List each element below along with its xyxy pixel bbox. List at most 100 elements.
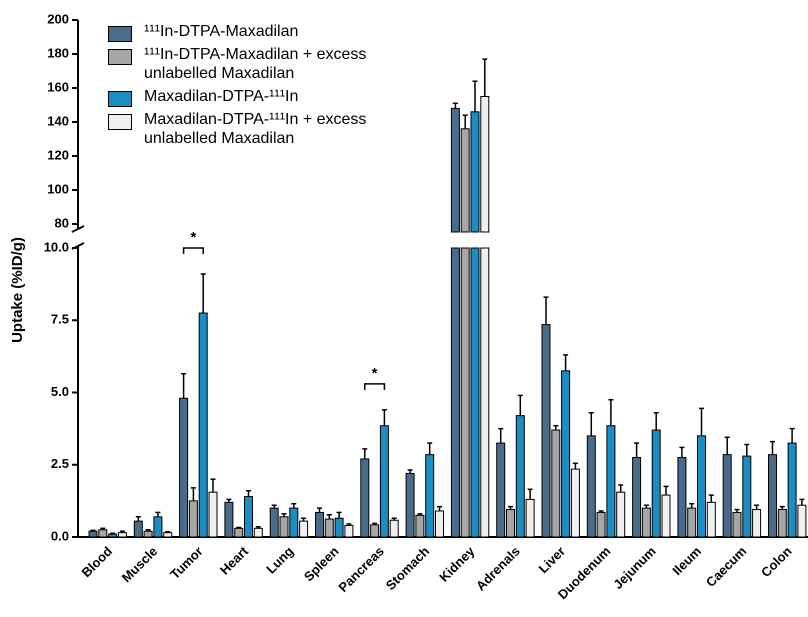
bar — [561, 370, 571, 538]
x-tick-label: Colon — [758, 543, 795, 580]
bar — [651, 429, 661, 538]
bar — [706, 501, 716, 538]
x-tick-label: Stomach — [383, 543, 432, 592]
x-tick-label: Kidney — [436, 543, 478, 585]
x-tick-label: Muscle — [119, 544, 161, 586]
bar — [405, 472, 415, 538]
y-tick-label: 7.5 — [51, 312, 69, 327]
bar — [570, 468, 580, 538]
y-tick-label: 100 — [47, 181, 69, 196]
y-axis-label: Uptake (%ID/g) — [9, 237, 26, 343]
x-tick-label: Heart — [217, 543, 252, 578]
bar — [435, 510, 444, 538]
significance-bracket — [182, 247, 204, 255]
y-tick-label: 140 — [47, 113, 69, 128]
axis-break — [71, 225, 85, 233]
annotation: * — [190, 229, 196, 246]
y-tick-label: 2.5 — [51, 456, 69, 471]
bar-upper — [480, 96, 490, 233]
y-tick-label: 180 — [47, 45, 69, 60]
bar — [153, 516, 163, 538]
bar-upper — [450, 107, 460, 233]
bar — [324, 518, 334, 538]
y-tick-label: 80 — [55, 215, 69, 230]
bar — [697, 435, 706, 538]
bar — [379, 425, 389, 538]
bar — [234, 527, 244, 538]
bar — [515, 415, 525, 538]
bar-upper — [470, 111, 480, 233]
bar — [108, 533, 118, 538]
bar — [88, 530, 98, 538]
bar — [253, 527, 263, 538]
bar — [616, 491, 626, 538]
bar — [480, 247, 490, 538]
legend-swatch — [108, 114, 132, 130]
y-tick-label: 160 — [47, 79, 69, 94]
bar — [506, 509, 515, 538]
legend-label: ¹¹¹In-DTPA-Maxadilan — [144, 23, 299, 40]
bar — [344, 524, 354, 538]
legend-entry: Maxadilan-DTPA-¹¹¹In + excess unlabelled… — [108, 110, 408, 148]
legend-label: Maxadilan-DTPA-¹¹¹In + excess unlabelled… — [144, 111, 367, 147]
x-tick-label: Caecum — [703, 544, 749, 590]
bar — [179, 397, 189, 538]
bar — [752, 509, 762, 538]
bar — [541, 324, 551, 538]
legend-entry: ¹¹¹In-DTPA-Maxadilan + excess unlabelled… — [108, 45, 408, 83]
y-tick-label: 5.0 — [51, 384, 69, 399]
x-tick-label: Liver — [536, 544, 569, 577]
bar — [525, 498, 535, 538]
bar — [677, 457, 687, 538]
bar — [198, 312, 208, 538]
bar — [299, 520, 309, 538]
bar — [722, 454, 732, 538]
bar — [470, 247, 480, 538]
x-tick-label: Blood — [78, 543, 115, 580]
bar — [389, 519, 399, 538]
bar — [133, 520, 143, 538]
bar — [117, 532, 127, 538]
bar — [279, 516, 289, 538]
y-tick-label: 10.0 — [44, 239, 69, 254]
x-tick-label: Lung — [263, 543, 296, 576]
bar — [415, 514, 425, 538]
bar — [596, 511, 606, 538]
legend-swatch — [108, 91, 132, 107]
bar — [496, 442, 506, 538]
x-tick-label: Spleen — [301, 543, 342, 584]
x-tick-label: Ileum — [669, 544, 704, 579]
y-tick-label: 120 — [47, 147, 69, 162]
bar — [315, 511, 324, 538]
bar — [641, 507, 651, 538]
bar — [334, 517, 344, 538]
annotation: * — [372, 365, 378, 382]
y-tick-label: 200 — [47, 11, 69, 26]
bar — [460, 247, 470, 538]
x-tick-label: Tumor — [167, 544, 206, 583]
bar — [450, 247, 460, 538]
bar — [586, 435, 596, 538]
legend-swatch — [108, 49, 132, 65]
bar — [742, 455, 752, 538]
bar — [244, 496, 253, 538]
bar — [787, 442, 797, 538]
legend-label: Maxadilan-DTPA-¹¹¹In — [144, 88, 299, 105]
bar — [777, 509, 787, 538]
bar — [360, 458, 370, 538]
bar — [269, 507, 279, 538]
legend-swatch — [108, 26, 132, 42]
bar — [163, 532, 173, 538]
bar — [98, 529, 108, 538]
bar — [797, 504, 807, 538]
bar — [732, 511, 742, 538]
bar — [224, 501, 234, 538]
legend-entry: ¹¹¹In-DTPA-Maxadilan — [108, 22, 408, 42]
bar — [370, 524, 380, 538]
x-tick-label: Adrenals — [473, 544, 523, 594]
bar — [768, 454, 777, 538]
bar — [208, 491, 218, 538]
legend: ¹¹¹In-DTPA-Maxadilan ¹¹¹In-DTPA-Maxadilan… — [108, 22, 408, 152]
